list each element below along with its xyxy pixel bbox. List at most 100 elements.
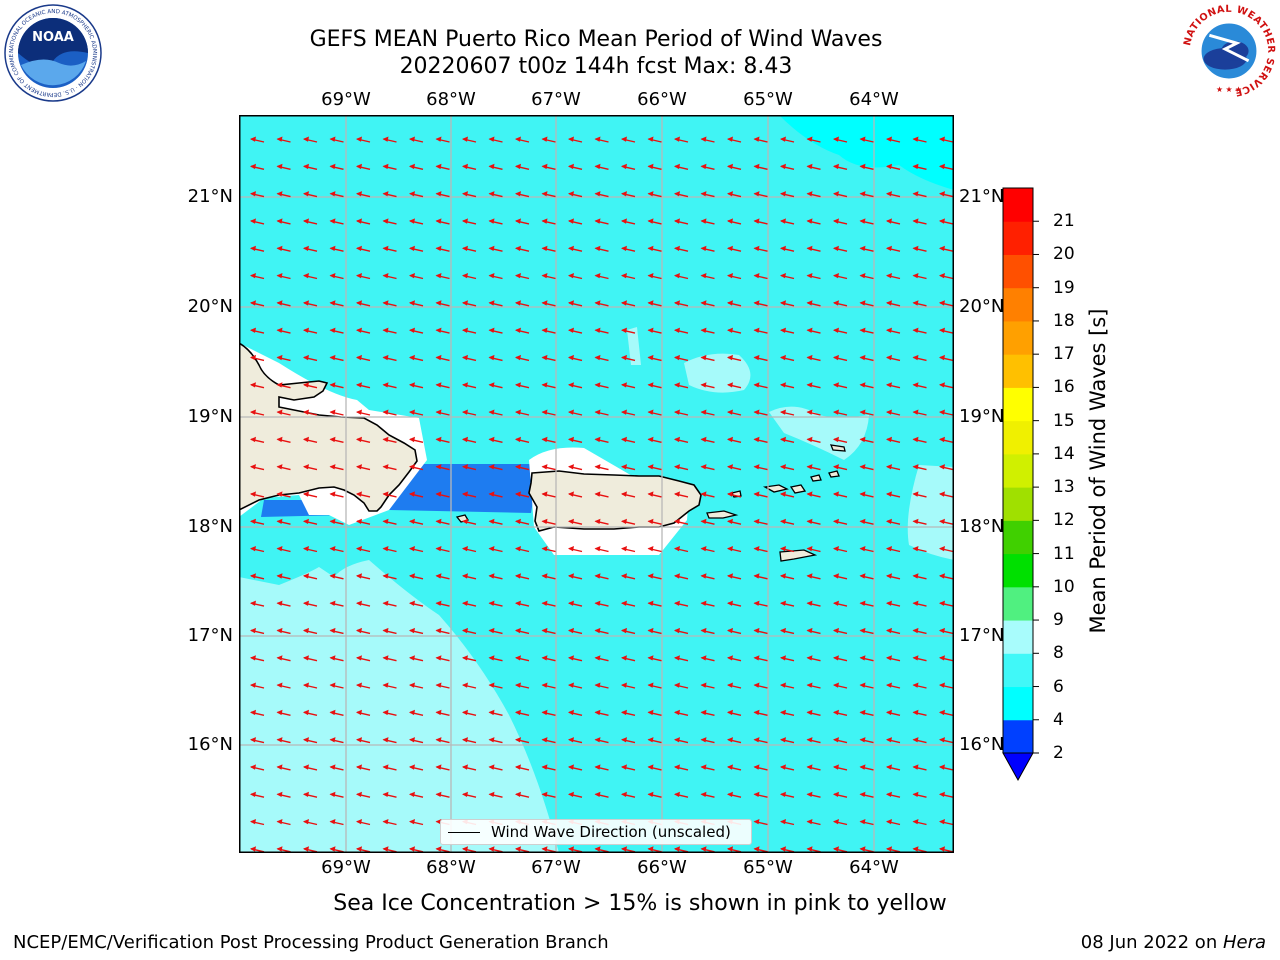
- wind-wave-arrow: [568, 191, 583, 198]
- wind-wave-arrow: [753, 846, 768, 853]
- wind-wave-arrow: [674, 136, 689, 143]
- virgin-island: [789, 484, 807, 494]
- wind-wave-arrow: [727, 382, 742, 389]
- wind-wave-arrow: [912, 491, 927, 498]
- wind-wave-arrow: [303, 491, 318, 498]
- wind-wave-arrow: [912, 354, 927, 362]
- wind-wave-arrow: [806, 273, 821, 280]
- wind-wave-arrow: [276, 709, 291, 716]
- sea-ice-note: Sea Ice Concentration > 15% is shown in …: [0, 891, 1280, 916]
- wind-wave-arrow: [435, 518, 450, 525]
- wind-wave-arrow: [594, 191, 609, 198]
- wind-wave-arrow: [356, 136, 371, 143]
- colorbar-tick-label: 4: [1053, 709, 1064, 730]
- wind-wave-arrow: [250, 464, 265, 471]
- wind-wave-arrow: [806, 382, 821, 389]
- wind-wave-arrow: [488, 218, 503, 225]
- wind-wave-arrow: [700, 546, 715, 553]
- right-lat-tick: 21°N: [959, 186, 1005, 207]
- wind-wave-arrow: [541, 136, 556, 143]
- wind-wave-arrow: [515, 655, 530, 662]
- wind-wave-arrow: [568, 491, 583, 498]
- wind-wave-arrow: [329, 764, 344, 771]
- wind-wave-arrow: [515, 518, 530, 525]
- left-lat-tick: 16°N: [187, 734, 233, 755]
- wind-wave-arrow: [435, 409, 450, 416]
- wind-wave-arrow: [541, 682, 556, 689]
- wind-wave-arrow: [753, 163, 768, 170]
- wind-wave-arrow: [329, 327, 344, 334]
- wind-wave-arrow: [541, 518, 556, 525]
- colorbar-segment: [1003, 653, 1033, 688]
- wind-wave-arrow: [674, 327, 689, 334]
- wind-wave-arrow: [382, 737, 397, 744]
- wind-wave-arrow: [515, 627, 530, 635]
- wind-wave-arrow: [753, 491, 768, 498]
- wind-wave-arrow: [356, 163, 371, 170]
- wind-wave-arrow: [276, 464, 291, 471]
- wind-wave-arrow: [753, 819, 768, 826]
- wind-wave-arrow: [356, 819, 371, 826]
- wind-wave-arrow: [859, 382, 874, 389]
- wind-wave-arrow: [541, 764, 556, 771]
- wind-wave-arrow: [356, 300, 371, 307]
- wind-wave-arrow: [939, 737, 954, 744]
- wind-wave-arrow: [621, 737, 636, 744]
- wind-wave-arrow: [250, 245, 265, 252]
- wind-wave-arrow: [912, 218, 927, 225]
- legend-line-sample: [448, 832, 480, 833]
- colorbar-tick-label: 13: [1053, 477, 1075, 498]
- wind-wave-arrows: [250, 136, 954, 853]
- wind-wave-arrow: [409, 327, 424, 334]
- wind-wave-arrow: [833, 191, 848, 198]
- wind-wave-arrow: [912, 327, 927, 334]
- wind-wave-arrow: [859, 245, 874, 252]
- wind-wave-arrow: [356, 382, 371, 389]
- wind-wave-arrow: [329, 819, 344, 826]
- wind-wave-arrow: [356, 791, 371, 798]
- virgin-island: [810, 474, 822, 482]
- wind-wave-arrow: [435, 354, 450, 362]
- wind-wave-arrow: [621, 791, 636, 798]
- wind-wave-arrow: [700, 191, 715, 198]
- wind-wave-arrow: [621, 764, 636, 771]
- colorbar-tick-label: 9: [1053, 610, 1064, 631]
- wind-wave-arrow: [276, 655, 291, 662]
- wind-wave-arrow: [886, 491, 901, 498]
- wind-wave-arrow: [912, 709, 927, 716]
- wind-wave-arrow: [541, 354, 556, 362]
- wind-wave-arrow: [250, 273, 265, 280]
- colorbar-segment: [1003, 487, 1033, 521]
- wind-wave-arrow: [356, 409, 371, 416]
- wind-wave-arrow: [674, 709, 689, 716]
- map-panel: [239, 115, 954, 853]
- wind-wave-arrow: [356, 737, 371, 744]
- wind-wave-arrow: [488, 655, 503, 662]
- wind-wave-arrow: [912, 791, 927, 798]
- wind-wave-arrow: [356, 245, 371, 252]
- sea-period-8-9-patch: [627, 327, 641, 365]
- top-lon-tick: 65°W: [743, 89, 793, 110]
- wind-wave-arrow: [753, 245, 768, 252]
- colorbar-tick-label: 16: [1053, 377, 1075, 398]
- wind-wave-arrow: [515, 464, 530, 471]
- wind-wave-arrow: [833, 819, 848, 826]
- wind-wave-arrow: [912, 737, 927, 744]
- wind-wave-arrow: [753, 273, 768, 280]
- wind-wave-arrow: [594, 382, 609, 389]
- wind-wave-arrow: [462, 354, 477, 362]
- wind-wave-arrow: [727, 846, 742, 853]
- wind-wave-arrow: [753, 655, 768, 662]
- wind-wave-arrow: [859, 655, 874, 662]
- wind-wave-arrow: [806, 819, 821, 826]
- wind-wave-arrow: [727, 791, 742, 798]
- wind-wave-arrow: [912, 191, 927, 198]
- footer-credit: NCEP/EMC/Verification Post Processing Pr…: [13, 932, 609, 953]
- wind-wave-arrow: [806, 682, 821, 689]
- wind-wave-arrow: [329, 464, 344, 471]
- wind-wave-arrow: [568, 273, 583, 280]
- wind-wave-arrow: [833, 273, 848, 280]
- wind-wave-arrow: [541, 327, 556, 334]
- wind-wave-arrow: [329, 436, 344, 443]
- wind-wave-arrow: [435, 791, 450, 798]
